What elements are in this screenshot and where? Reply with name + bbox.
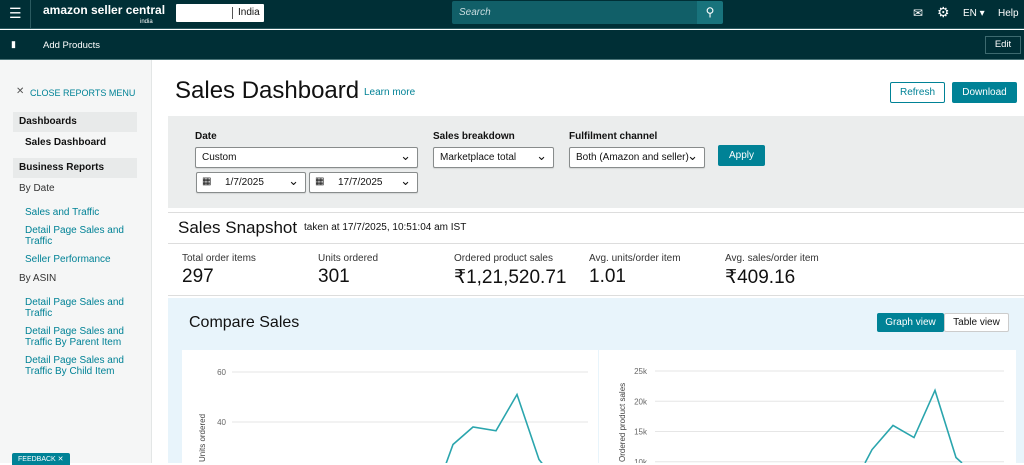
gear-icon[interactable]: ⚙ (937, 4, 950, 20)
close-icon[interactable]: ✕ (16, 86, 25, 97)
channel-select[interactable]: Both (Amazon and seller) (569, 147, 705, 168)
y-tick-label: 60 (217, 368, 226, 377)
y-tick-label: 25k (634, 367, 648, 376)
snapshot-timestamp: taken at 17/7/2025, 10:51:04 am IST (304, 222, 467, 233)
calendar-icon: ▦ (202, 176, 212, 187)
search-icon[interactable]: ⚲ (697, 1, 723, 24)
metric-label: Avg. units/order item (589, 253, 681, 264)
download-button[interactable]: Download (952, 82, 1017, 103)
date-label: Date (195, 131, 217, 142)
metric-label: Avg. sales/order item (725, 253, 819, 264)
metric-label: Ordered product sales (454, 253, 553, 264)
edit-button[interactable]: Edit (985, 36, 1021, 54)
compare-sales: Compare Sales Graph view Table view (168, 298, 1024, 463)
snapshot-title: Sales Snapshot (178, 218, 298, 237)
filter-panel: Date Custom ▦ 1/7/2025 ▦ 17/7/2025 Sales b… (168, 116, 1024, 208)
sales-snapshot: Sales Snapshot taken at 17/7/2025, 10:51… (168, 212, 1024, 296)
metric-value: ₹409.16 (725, 267, 796, 288)
bookmark-icon[interactable]: ▮ (11, 39, 16, 49)
series-line (445, 392, 543, 463)
feedback-label: FEEDBACK (18, 456, 56, 463)
divider (168, 243, 1024, 244)
sidebar-item-sales-traffic[interactable]: Sales and Traffic (25, 207, 100, 218)
sales-chart-panel (599, 350, 1016, 463)
search-placeholder: Search (459, 7, 491, 18)
from-date-input[interactable]: ▦ 1/7/2025 (196, 172, 306, 193)
search-input[interactable]: Search (452, 1, 697, 24)
metric-label: Total order items (182, 253, 256, 264)
breakdown-label: Sales breakdown (433, 131, 515, 142)
apply-button[interactable]: Apply (718, 145, 765, 166)
menu-icon[interactable]: ☰ (9, 5, 22, 21)
y-axis-label: Ordered product sales (618, 383, 627, 462)
sidebar-item-detail-page[interactable]: Detail Page Sales and Traffic (25, 225, 124, 247)
metric-label: Units ordered (318, 253, 379, 264)
logo-sub: india (140, 19, 153, 25)
mail-icon[interactable]: ✉ (913, 6, 924, 20)
language-label: EN (963, 8, 977, 19)
sidebar-item-seller-performance[interactable]: Seller Performance (25, 254, 111, 265)
y-tick-label: 20k (634, 397, 648, 406)
to-date-value: 17/7/2025 (338, 177, 383, 188)
compare-title: Compare Sales (189, 314, 300, 331)
metric-value: 297 (182, 266, 214, 287)
logo[interactable]: amazon seller central (43, 3, 166, 17)
close-reports-menu[interactable]: CLOSE REPORTS MENU (30, 88, 136, 98)
table-view-tab[interactable]: Table view (944, 313, 1009, 332)
page-title: Sales Dashboard (175, 77, 360, 104)
y-tick-label: 15k (634, 428, 648, 437)
y-axis-label: Units ordered (198, 414, 207, 462)
section-dashboards: Dashboards (13, 112, 137, 132)
refresh-button[interactable]: Refresh (890, 82, 945, 103)
date-select[interactable]: Custom (195, 147, 418, 168)
series-line (864, 388, 963, 463)
marketplace-selector[interactable]: India (176, 4, 264, 22)
metric-value: ₹1,21,520.71 (454, 267, 567, 288)
language-selector[interactable]: EN ▾ (963, 8, 985, 19)
calendar-icon: ▦ (315, 176, 325, 187)
breakdown-select[interactable]: Marketplace total (433, 147, 554, 168)
divider (232, 7, 233, 19)
sidebar-item-sales-dashboard[interactable]: Sales Dashboard (25, 137, 107, 148)
metric-value: 301 (318, 266, 350, 287)
metric-value: 1.01 (589, 266, 626, 287)
units-chart-panel (182, 350, 598, 463)
sidebar-item-asin-detail[interactable]: Detail Page Sales and Traffic (25, 297, 124, 319)
sub-nav: ▮ Add Products Edit (0, 30, 1024, 60)
marketplace-label: India (238, 7, 260, 18)
y-tick-label: 10k (634, 458, 648, 463)
help-link[interactable]: Help (998, 8, 1019, 19)
by-date-heading: By Date (19, 183, 55, 194)
from-date-value: 1/7/2025 (225, 177, 264, 188)
reports-sidebar: ✕ CLOSE REPORTS MENU Dashboards Sales Da… (0, 60, 152, 465)
section-business-reports: Business Reports (13, 158, 137, 178)
learn-more-link[interactable]: Learn more (364, 87, 416, 98)
top-bar: ☰ amazon seller central india India Sear… (0, 0, 1024, 29)
y-tick-label: 40 (217, 418, 226, 427)
sidebar-item-asin-parent[interactable]: Detail Page Sales and Traffic By Parent … (25, 326, 124, 348)
graph-view-tab[interactable]: Graph view (877, 313, 944, 332)
add-products-link[interactable]: Add Products (43, 40, 101, 51)
sidebar-item-asin-child[interactable]: Detail Page Sales and Traffic By Child I… (25, 355, 124, 377)
to-date-input[interactable]: ▦ 17/7/2025 (309, 172, 418, 193)
divider (30, 0, 31, 29)
feedback-button[interactable]: FEEDBACK ✕ (12, 453, 70, 465)
channel-label: Fulfilment channel (569, 131, 658, 142)
by-asin-heading: By ASIN (19, 273, 57, 284)
